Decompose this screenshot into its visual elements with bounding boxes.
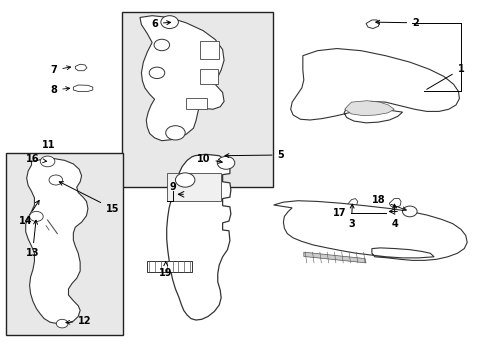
Circle shape: [40, 156, 55, 167]
Circle shape: [217, 157, 234, 169]
Text: 9: 9: [169, 182, 176, 192]
Circle shape: [402, 206, 416, 217]
Polygon shape: [303, 252, 366, 263]
Text: 1: 1: [426, 64, 463, 89]
Polygon shape: [366, 20, 379, 28]
Polygon shape: [273, 201, 466, 260]
Polygon shape: [75, 64, 87, 71]
Polygon shape: [388, 199, 400, 208]
Text: 19: 19: [159, 262, 172, 278]
Bar: [200, 41, 219, 59]
Polygon shape: [290, 49, 458, 123]
Text: 13: 13: [26, 220, 39, 258]
Text: 14: 14: [19, 201, 39, 226]
Text: 7: 7: [50, 65, 71, 75]
Bar: [166, 173, 221, 202]
Circle shape: [165, 126, 185, 140]
Text: 17: 17: [332, 208, 346, 218]
Text: 11: 11: [42, 140, 56, 150]
Circle shape: [56, 319, 68, 328]
Polygon shape: [26, 158, 88, 324]
Polygon shape: [347, 199, 357, 208]
Text: 5: 5: [224, 150, 284, 160]
Text: 18: 18: [371, 195, 406, 211]
Circle shape: [161, 16, 178, 28]
Circle shape: [175, 173, 195, 187]
Text: 6: 6: [151, 18, 170, 28]
Bar: [200, 69, 218, 84]
Text: 16: 16: [26, 154, 46, 164]
Text: 10: 10: [197, 154, 222, 163]
Circle shape: [149, 67, 164, 78]
Text: 3: 3: [347, 204, 354, 229]
Text: 4: 4: [391, 204, 398, 229]
Text: 12: 12: [66, 316, 92, 326]
Circle shape: [49, 175, 62, 185]
Bar: [122, 12, 272, 187]
Circle shape: [30, 211, 43, 221]
Polygon shape: [344, 101, 393, 116]
Bar: [147, 261, 192, 272]
Polygon shape: [73, 85, 93, 91]
Bar: [186, 98, 206, 109]
Bar: [6, 153, 122, 336]
Text: 15: 15: [59, 182, 119, 213]
Polygon shape: [166, 154, 230, 320]
Text: 2: 2: [375, 18, 418, 28]
Polygon shape: [140, 16, 224, 141]
Circle shape: [154, 39, 169, 51]
Text: 8: 8: [50, 85, 69, 95]
